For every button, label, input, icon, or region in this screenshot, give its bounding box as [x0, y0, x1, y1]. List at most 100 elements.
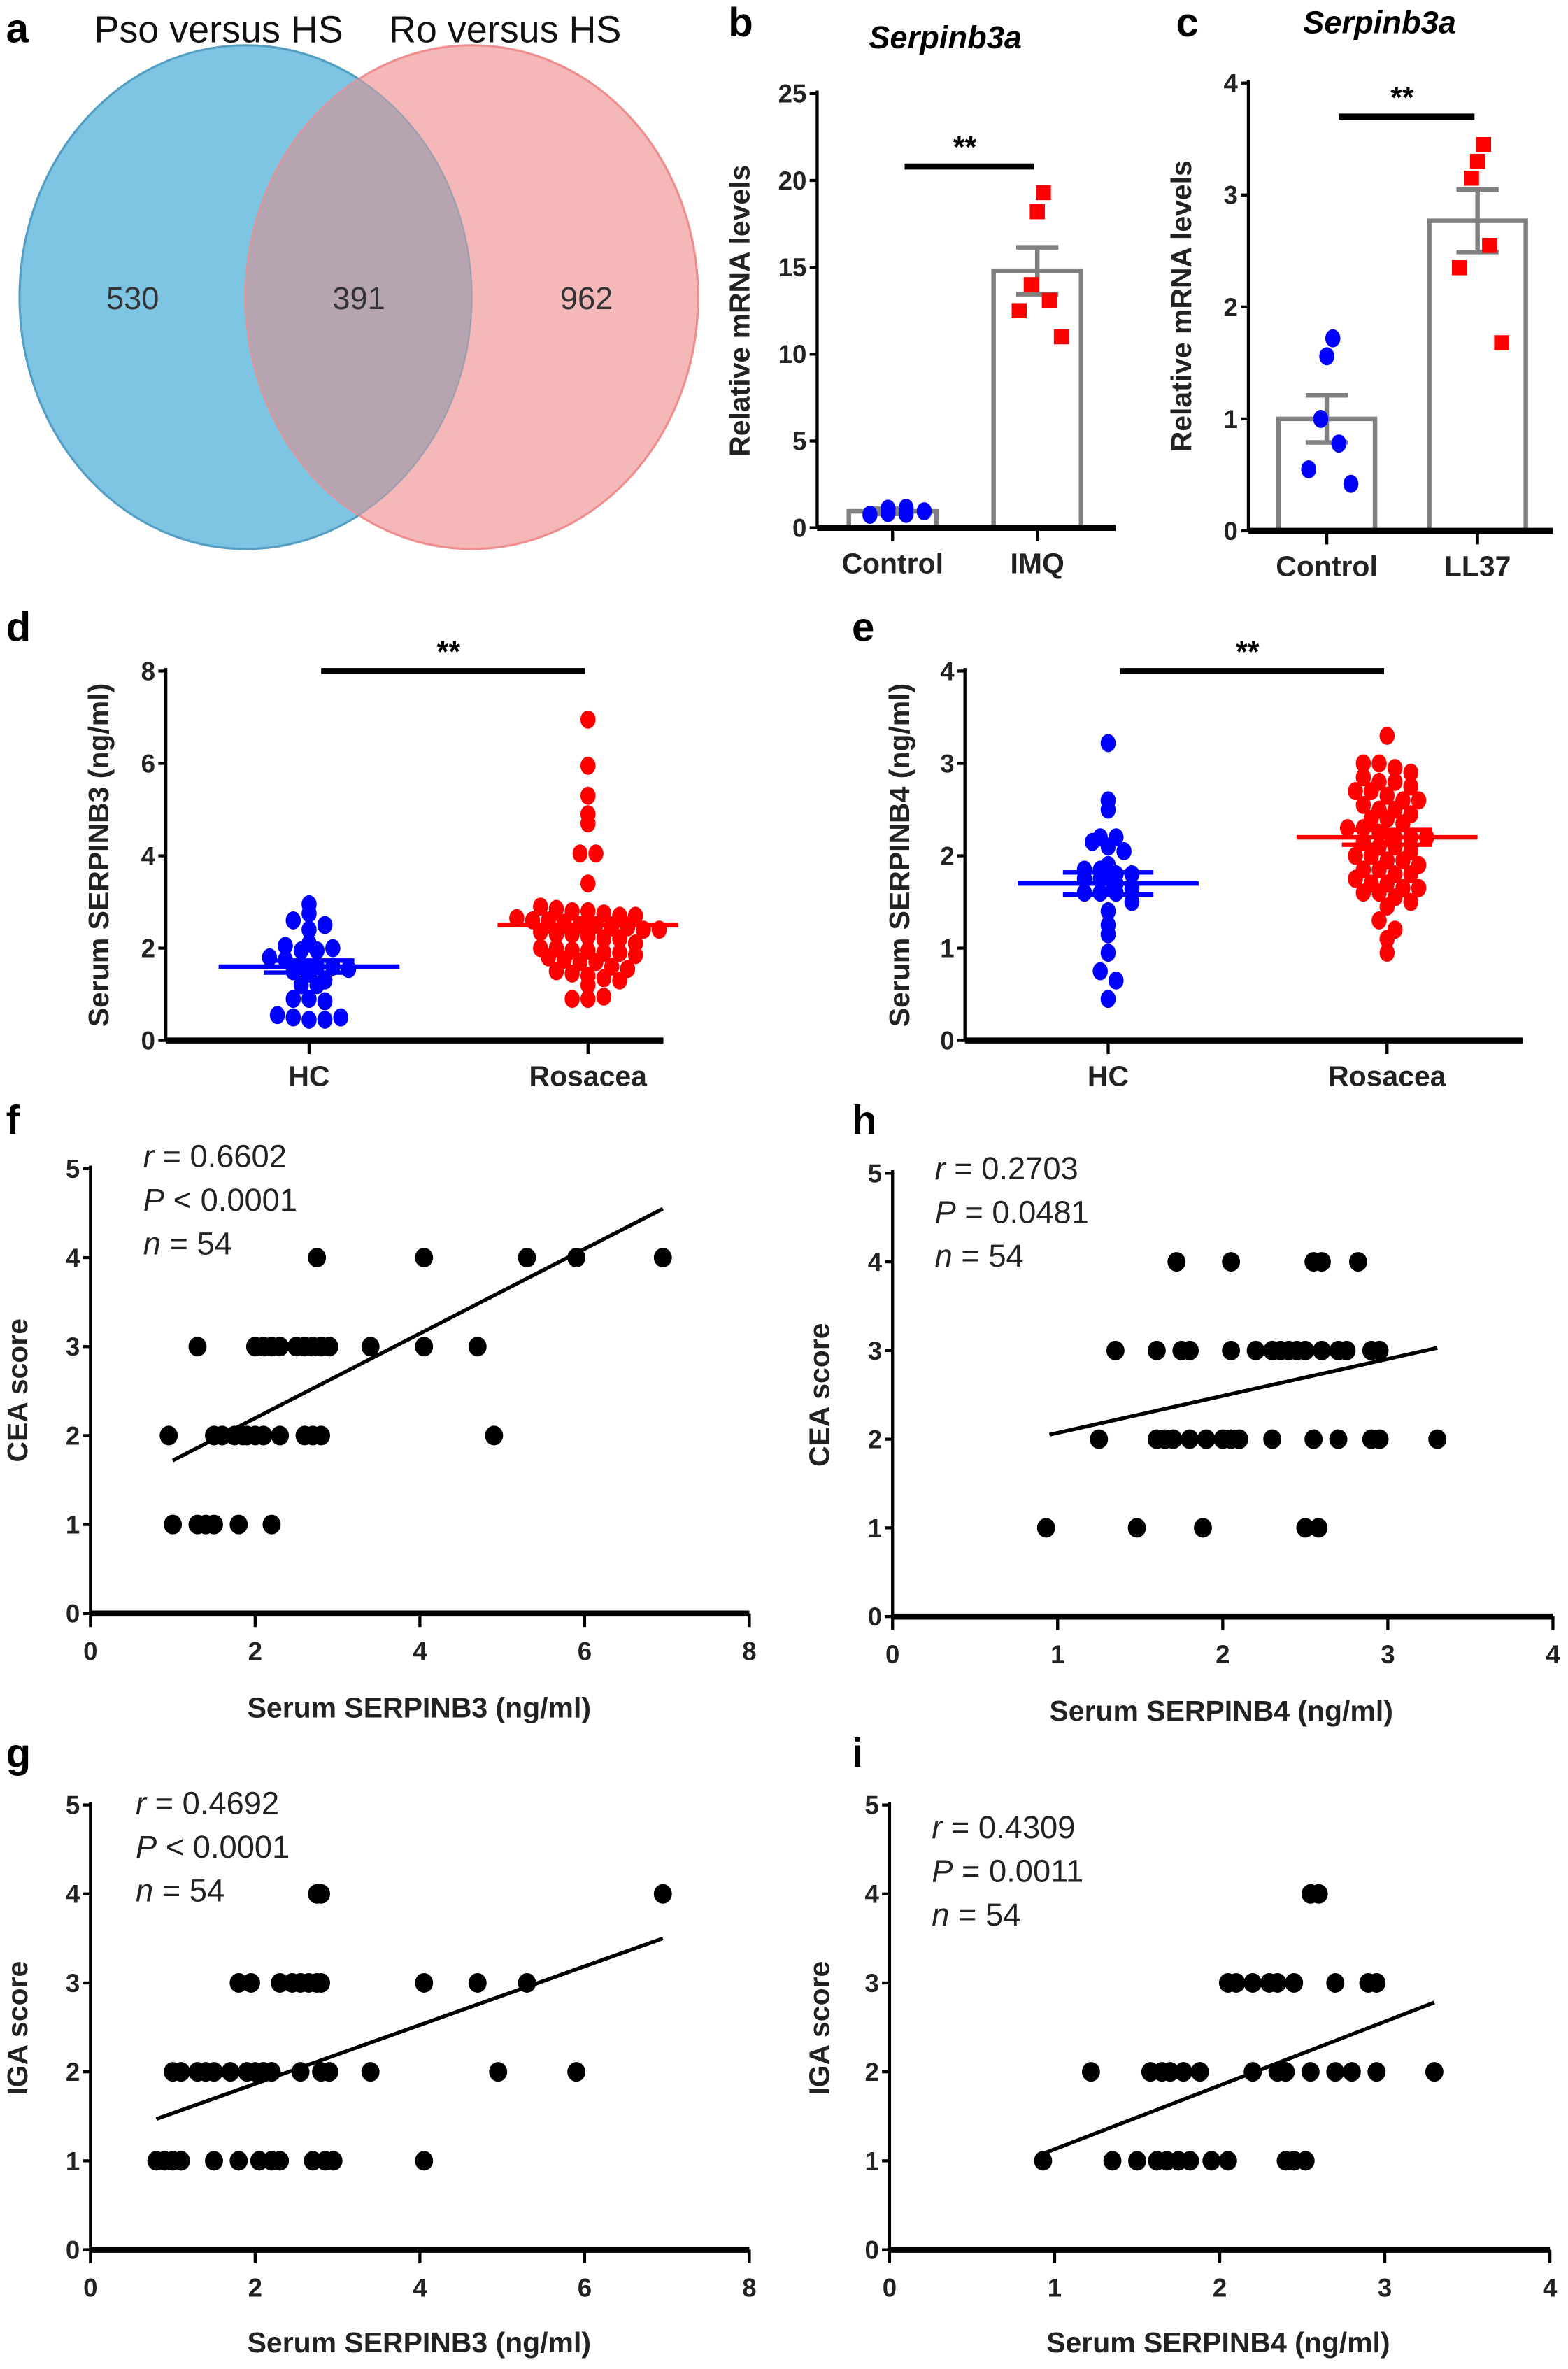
data-point	[1227, 1972, 1246, 1993]
y-axis-label: CEA score	[1, 1318, 34, 1463]
data-point	[1296, 1518, 1315, 1538]
data-point	[1371, 800, 1387, 819]
category-label: Control	[1276, 550, 1378, 583]
data-point	[567, 2062, 586, 2082]
panel-label-c: c	[1176, 0, 1199, 45]
data-point	[1194, 1518, 1212, 1538]
data-point	[1100, 916, 1116, 934]
y-tick-label: 3	[864, 1969, 878, 1998]
data-point	[301, 1010, 317, 1029]
y-tick-label: 4	[864, 1880, 879, 1909]
data-point	[262, 948, 278, 967]
data-point	[229, 2151, 248, 2171]
data-point	[1469, 153, 1485, 169]
regression-line	[1042, 2000, 1435, 2156]
data-point	[1029, 204, 1045, 220]
y-tick-label: 0	[864, 2235, 878, 2264]
data-point	[1181, 1340, 1199, 1360]
data-point	[1337, 1340, 1356, 1360]
data-point	[415, 2151, 434, 2171]
stat-n: n = 54	[935, 1238, 1024, 1274]
stat-symbol: P	[143, 1182, 164, 1218]
panel-label-f: f	[6, 1097, 20, 1143]
data-point	[548, 899, 564, 918]
y-tick-label: 4	[141, 841, 156, 870]
data-point	[916, 502, 932, 521]
data-point	[1363, 874, 1379, 893]
x-tick-label: 8	[742, 2273, 756, 2302]
data-point	[1222, 1252, 1241, 1272]
stat-symbol: n	[935, 1238, 953, 1274]
y-tick-label: 1	[868, 1514, 882, 1542]
data-point	[1379, 944, 1395, 962]
x-tick-label: 0	[83, 2273, 97, 2302]
data-point	[1181, 1429, 1199, 1449]
data-point	[1342, 2062, 1361, 2082]
data-point	[1379, 726, 1395, 745]
data-point	[489, 2062, 508, 2082]
data-point	[653, 1248, 672, 1268]
panel-c-bar-chart: c Serpinb3a 0 1 2 3 4 Relative mRNA levels Contr…	[1165, 0, 1553, 583]
panel-f-scatter: f 0 1 2 3 4 5 CEA score 0 2 4 6 8 Serum SERPINB3 (ng/…	[1, 1097, 757, 1723]
data-point	[880, 504, 896, 522]
data-point	[285, 990, 301, 1009]
x-tick-label: 6	[578, 2273, 592, 2302]
panel-label-a: a	[6, 6, 29, 52]
stat-value: = 0.4309	[942, 1809, 1075, 1845]
data-point	[308, 1248, 327, 1268]
data-point	[509, 909, 525, 927]
data-point	[620, 960, 636, 979]
data-point	[1092, 828, 1108, 847]
data-point	[533, 939, 548, 958]
data-point	[205, 1514, 223, 1535]
data-point	[1092, 962, 1108, 981]
data-point	[627, 906, 643, 925]
data-point	[320, 1337, 338, 1357]
data-point	[188, 1337, 207, 1357]
y-tick-label: 0	[792, 514, 806, 543]
x-tick-label: 2	[1216, 1640, 1230, 1669]
data-point	[1243, 1972, 1262, 1993]
y-tick-label: 2	[141, 934, 155, 963]
data-point	[1355, 860, 1371, 879]
y-tick-label: 8	[141, 657, 155, 685]
y-tick-label: 0	[1224, 517, 1238, 546]
data-point	[1326, 1972, 1345, 1993]
data-point	[1109, 971, 1124, 990]
data-point	[1161, 2062, 1180, 2082]
stat-value: = 0.0481	[956, 1194, 1089, 1230]
stat-value: = 0.0011	[953, 1854, 1083, 1889]
data-point	[320, 2062, 338, 2082]
data-point	[580, 756, 596, 775]
y-tick-label: 0	[141, 1027, 155, 1055]
data-point	[1167, 1252, 1186, 1272]
x-tick-label: 3	[1378, 2273, 1392, 2302]
stat-symbol: r	[935, 1151, 947, 1186]
data-point	[1147, 1340, 1166, 1360]
data-point	[325, 939, 341, 958]
data-point	[1313, 1252, 1331, 1272]
y-axis-label: Relative mRNA levels	[723, 165, 755, 457]
data-point	[205, 2062, 223, 2082]
x-tick-label: 4	[413, 2273, 427, 2302]
data-point	[317, 992, 333, 1011]
regression-line	[171, 1207, 664, 1463]
data-point	[262, 1514, 281, 1535]
data-point	[415, 1972, 434, 1993]
data-point	[1036, 1518, 1055, 1538]
data-point	[271, 1425, 290, 1446]
data-point	[596, 987, 612, 1006]
data-point	[1304, 1429, 1323, 1449]
data-point	[1371, 772, 1387, 791]
y-tick-label: 6	[141, 749, 155, 778]
data-point	[1109, 828, 1124, 847]
data-point	[361, 1337, 380, 1357]
data-point	[612, 944, 627, 962]
data-point	[1348, 782, 1363, 801]
panel-label-g: g	[6, 1731, 31, 1777]
stat-n: n = 54	[136, 1873, 224, 1909]
data-point	[312, 1972, 331, 1993]
data-point	[580, 902, 596, 920]
stat-symbol: P	[932, 1854, 953, 1889]
panel-b-bar-chart: b Serpinb3a 0 5 10 15 20 25 Relative mRNA levels…	[723, 0, 1116, 579]
